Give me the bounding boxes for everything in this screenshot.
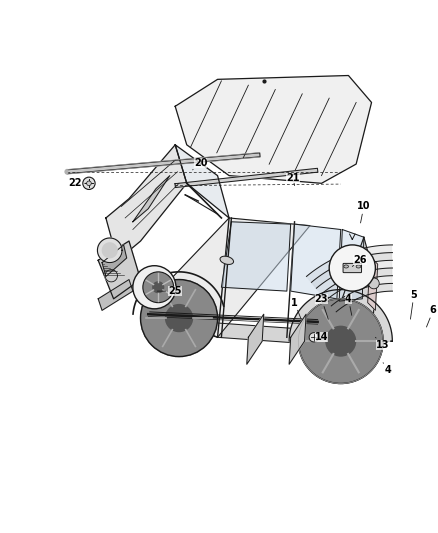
- Text: 21: 21: [286, 173, 300, 185]
- Polygon shape: [175, 76, 371, 183]
- Polygon shape: [321, 268, 392, 300]
- Polygon shape: [148, 318, 325, 345]
- Circle shape: [309, 333, 318, 342]
- Polygon shape: [289, 314, 306, 364]
- Polygon shape: [221, 222, 291, 291]
- Circle shape: [143, 272, 173, 303]
- Text: 25: 25: [157, 286, 182, 296]
- Circle shape: [153, 282, 164, 293]
- Polygon shape: [67, 153, 260, 174]
- Text: 20: 20: [193, 158, 207, 170]
- Polygon shape: [175, 145, 229, 218]
- Text: 6: 6: [427, 305, 437, 327]
- Text: 4: 4: [345, 294, 352, 316]
- Polygon shape: [331, 284, 392, 312]
- Polygon shape: [98, 238, 122, 263]
- Polygon shape: [105, 270, 117, 282]
- Text: 1: 1: [291, 297, 301, 319]
- Polygon shape: [326, 276, 392, 306]
- Polygon shape: [339, 230, 364, 301]
- Polygon shape: [102, 245, 127, 277]
- Polygon shape: [133, 175, 170, 222]
- Circle shape: [87, 181, 91, 185]
- Polygon shape: [316, 260, 392, 294]
- Polygon shape: [247, 314, 264, 364]
- Text: 10: 10: [357, 201, 371, 223]
- Circle shape: [83, 177, 95, 189]
- Text: 4: 4: [383, 363, 392, 375]
- Circle shape: [368, 278, 379, 289]
- Circle shape: [326, 326, 356, 356]
- Text: 23: 23: [315, 294, 328, 319]
- Text: 26: 26: [352, 255, 367, 266]
- Circle shape: [141, 280, 218, 357]
- Ellipse shape: [356, 265, 361, 268]
- Circle shape: [166, 304, 193, 332]
- Polygon shape: [98, 241, 141, 299]
- Polygon shape: [311, 253, 392, 288]
- Polygon shape: [341, 237, 375, 357]
- Text: 5: 5: [410, 290, 417, 319]
- Ellipse shape: [344, 265, 349, 268]
- Circle shape: [133, 265, 176, 309]
- Polygon shape: [106, 145, 187, 260]
- Text: 22: 22: [68, 179, 86, 188]
- Polygon shape: [148, 218, 310, 337]
- Text: 14: 14: [314, 332, 328, 342]
- Polygon shape: [98, 280, 133, 310]
- Polygon shape: [289, 289, 392, 341]
- Polygon shape: [102, 243, 117, 257]
- Ellipse shape: [220, 256, 233, 264]
- Circle shape: [298, 299, 383, 384]
- Polygon shape: [307, 245, 392, 282]
- Polygon shape: [367, 256, 378, 310]
- Polygon shape: [175, 168, 318, 188]
- Text: 13: 13: [375, 337, 390, 350]
- FancyBboxPatch shape: [343, 263, 361, 273]
- Polygon shape: [65, 169, 67, 174]
- Polygon shape: [291, 224, 341, 299]
- Circle shape: [329, 245, 375, 291]
